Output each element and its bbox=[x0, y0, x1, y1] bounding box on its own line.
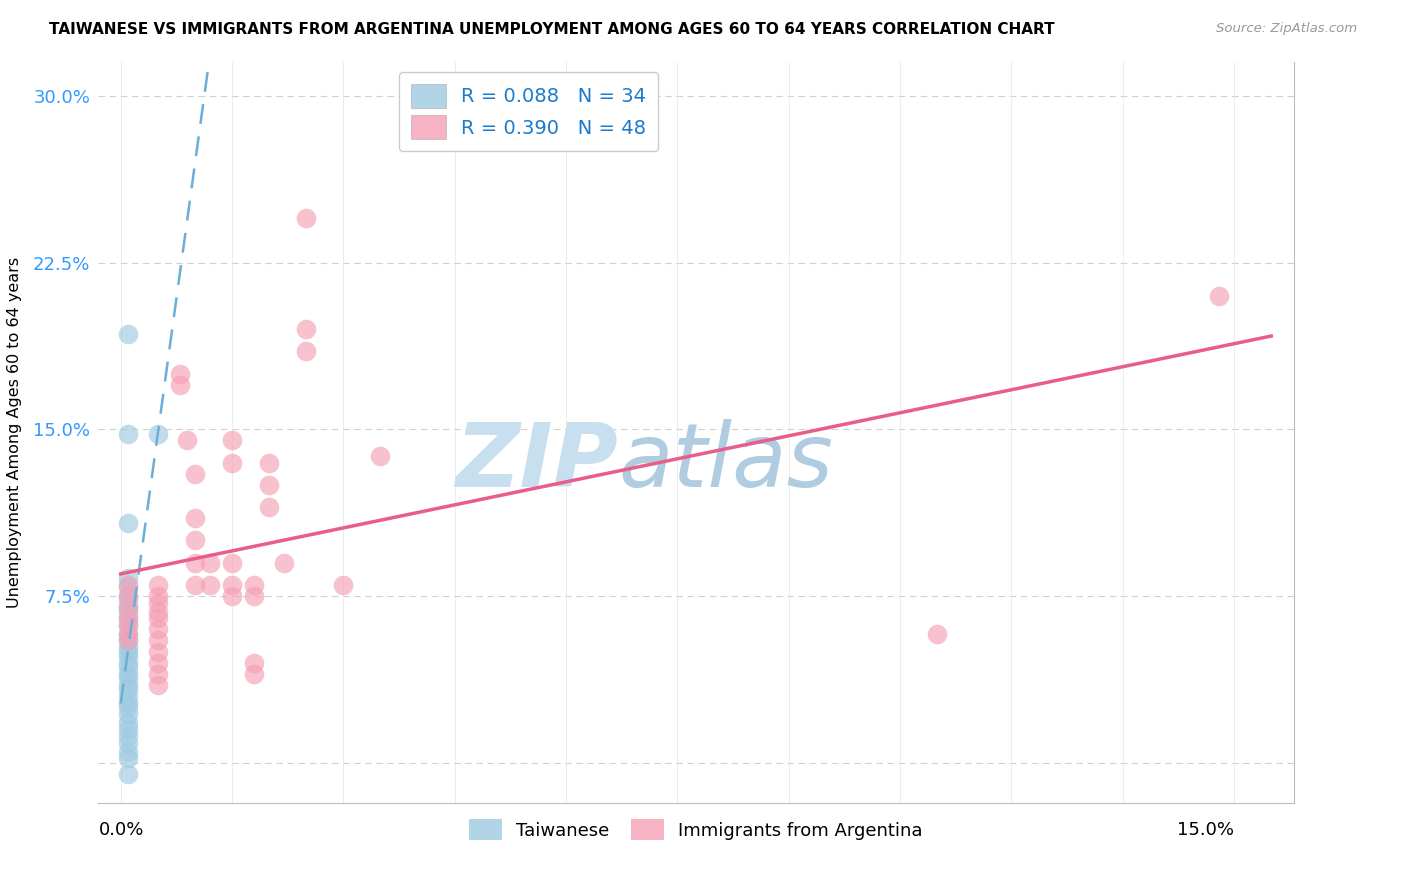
Point bbox=[117, 618, 139, 632]
Point bbox=[117, 645, 139, 659]
Point bbox=[184, 533, 207, 548]
Point bbox=[184, 467, 207, 481]
Point bbox=[117, 723, 139, 737]
Point bbox=[117, 593, 139, 607]
Point bbox=[117, 627, 139, 641]
Point bbox=[117, 600, 139, 615]
Point bbox=[117, 648, 139, 663]
Point bbox=[117, 578, 139, 592]
Point bbox=[117, 682, 139, 697]
Point bbox=[117, 736, 139, 750]
Point bbox=[117, 666, 139, 681]
Point bbox=[146, 666, 169, 681]
Point bbox=[146, 605, 169, 619]
Point bbox=[257, 500, 280, 514]
Point bbox=[221, 456, 243, 470]
Point bbox=[146, 596, 169, 610]
Point bbox=[184, 578, 207, 592]
Point bbox=[146, 656, 169, 670]
Point bbox=[117, 580, 139, 594]
Point bbox=[184, 556, 207, 570]
Point bbox=[146, 578, 169, 592]
Point bbox=[257, 478, 280, 492]
Point bbox=[295, 344, 318, 359]
Point bbox=[117, 633, 139, 648]
Point bbox=[117, 571, 139, 585]
Text: Source: ZipAtlas.com: Source: ZipAtlas.com bbox=[1216, 22, 1357, 36]
Point bbox=[117, 589, 139, 603]
Point bbox=[117, 656, 139, 670]
Point bbox=[146, 426, 169, 441]
Text: 0.0%: 0.0% bbox=[98, 821, 143, 838]
Point bbox=[243, 578, 266, 592]
Point bbox=[146, 678, 169, 692]
Point bbox=[117, 745, 139, 759]
Point bbox=[117, 627, 139, 641]
Point bbox=[117, 326, 139, 341]
Point bbox=[117, 426, 139, 441]
Point bbox=[117, 611, 139, 625]
Point bbox=[221, 434, 243, 448]
Point bbox=[243, 656, 266, 670]
Point bbox=[184, 511, 207, 525]
Point bbox=[117, 751, 139, 765]
Point bbox=[146, 633, 169, 648]
Y-axis label: Unemployment Among Ages 60 to 64 years: Unemployment Among Ages 60 to 64 years bbox=[7, 257, 21, 608]
Point bbox=[117, 696, 139, 710]
Point bbox=[273, 556, 295, 570]
Point bbox=[198, 556, 221, 570]
Point bbox=[117, 640, 139, 655]
Point bbox=[146, 645, 169, 659]
Point bbox=[146, 589, 169, 603]
Point bbox=[221, 589, 243, 603]
Point bbox=[332, 578, 354, 592]
Point bbox=[927, 627, 949, 641]
Text: ZIP: ZIP bbox=[456, 418, 619, 506]
Point bbox=[117, 671, 139, 685]
Text: atlas: atlas bbox=[619, 419, 834, 505]
Point bbox=[221, 578, 243, 592]
Point bbox=[117, 589, 139, 603]
Point bbox=[117, 605, 139, 619]
Point bbox=[146, 623, 169, 637]
Point bbox=[117, 689, 139, 703]
Point bbox=[117, 600, 139, 615]
Point bbox=[221, 556, 243, 570]
Point bbox=[117, 700, 139, 714]
Point bbox=[370, 449, 392, 463]
Point bbox=[117, 678, 139, 692]
Text: TAIWANESE VS IMMIGRANTS FROM ARGENTINA UNEMPLOYMENT AMONG AGES 60 TO 64 YEARS CO: TAIWANESE VS IMMIGRANTS FROM ARGENTINA U… bbox=[49, 22, 1054, 37]
Point bbox=[117, 660, 139, 674]
Point bbox=[117, 516, 139, 530]
Point bbox=[295, 211, 318, 225]
Point bbox=[295, 322, 318, 336]
Text: 15.0%: 15.0% bbox=[1177, 821, 1234, 838]
Point bbox=[243, 666, 266, 681]
Point bbox=[169, 377, 191, 392]
Point bbox=[117, 706, 139, 721]
Point bbox=[176, 434, 198, 448]
Point bbox=[117, 618, 139, 632]
Point bbox=[243, 589, 266, 603]
Point bbox=[169, 367, 191, 381]
Point bbox=[146, 611, 169, 625]
Point bbox=[198, 578, 221, 592]
Point bbox=[257, 456, 280, 470]
Point bbox=[117, 633, 139, 648]
Point bbox=[117, 611, 139, 625]
Point bbox=[117, 767, 139, 781]
Legend: Taiwanese, Immigrants from Argentina: Taiwanese, Immigrants from Argentina bbox=[460, 811, 932, 849]
Point bbox=[117, 729, 139, 743]
Point bbox=[117, 715, 139, 730]
Point bbox=[1208, 289, 1230, 303]
